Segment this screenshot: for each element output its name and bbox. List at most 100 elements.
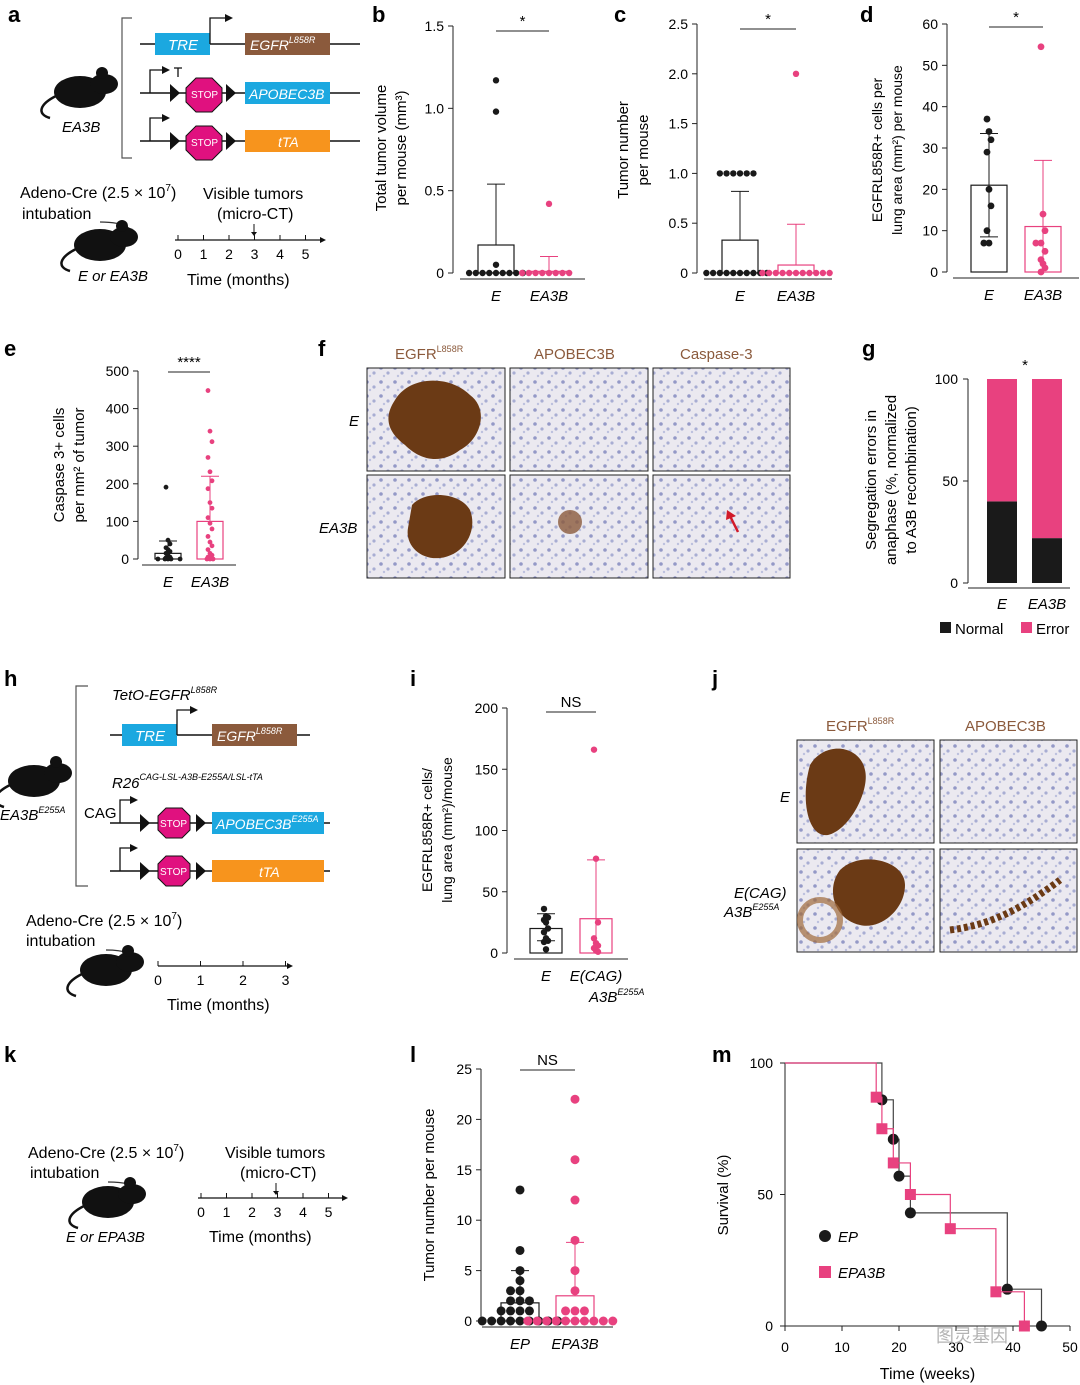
data-point xyxy=(492,108,500,115)
y-tick-label: 1.5 xyxy=(425,18,445,34)
y-tick-label: 2.5 xyxy=(669,16,689,32)
y-tick-label: 40 xyxy=(922,99,938,115)
survival-marker xyxy=(876,1123,888,1135)
mouse-groups: E or EA3B xyxy=(78,268,148,285)
data-point xyxy=(826,269,833,277)
data-point xyxy=(570,1306,580,1316)
legend-swatch-normal xyxy=(940,622,951,633)
data-point xyxy=(515,1296,525,1306)
y-tick-label: 20 xyxy=(456,1111,472,1127)
data-point xyxy=(512,269,520,277)
mouse-icon xyxy=(0,754,74,809)
y-tick-label: 50 xyxy=(757,1187,773,1203)
data-point xyxy=(594,919,602,926)
timeline-axis-label: Time (months) xyxy=(167,997,270,1014)
panel-label-e: e xyxy=(4,336,16,361)
x-tick-label: 40 xyxy=(1005,1339,1021,1355)
plot-e: 0 100 200 300 400 500 E EA3B **** xyxy=(106,354,236,591)
bar-error xyxy=(987,379,1017,502)
significance-label: **** xyxy=(177,354,201,371)
col-header-egfr: EGFRL858R xyxy=(395,344,464,363)
data-point xyxy=(570,1094,580,1104)
y-tick-label: 0.5 xyxy=(425,183,445,199)
y-tick-label: 0 xyxy=(436,265,444,281)
y-tick-label: 1.0 xyxy=(425,100,445,116)
data-point xyxy=(792,70,800,78)
panel-label-i: i xyxy=(410,666,416,691)
data-point xyxy=(985,185,993,193)
egfr-box xyxy=(245,33,330,55)
survival-curve xyxy=(785,1062,1025,1326)
watermark: 图灵基因 xyxy=(936,1326,1008,1346)
y-axis-label: per mouse xyxy=(635,115,652,186)
stop-label: STOP xyxy=(160,867,187,878)
apobec-box xyxy=(245,82,330,104)
timeline-tick-label: 4 xyxy=(299,1204,307,1220)
data-point xyxy=(806,269,813,277)
data-point xyxy=(205,486,211,492)
y-tick-label: 1.0 xyxy=(669,165,689,181)
legend-swatch-error xyxy=(1021,622,1032,633)
data-point xyxy=(589,1316,599,1326)
data-point xyxy=(542,946,550,953)
x-axis-label: Time (weeks) xyxy=(880,1366,975,1383)
promoter-arrow-icon xyxy=(176,709,190,735)
data-point xyxy=(736,269,744,277)
data-point xyxy=(524,1306,534,1316)
data-point xyxy=(570,1235,580,1245)
data-point xyxy=(207,539,213,545)
y-axis-label: Tumor number per mouse xyxy=(421,1109,438,1282)
group-label: E xyxy=(735,288,746,305)
survival-marker xyxy=(870,1091,882,1103)
data-point xyxy=(207,428,213,434)
timeline-tick-label: 4 xyxy=(276,246,284,262)
mouse-icon xyxy=(40,65,120,120)
stop-sign-icon xyxy=(185,77,223,113)
timeline-ticks: 0 1 2 3 xyxy=(154,961,290,988)
timeline-tick-label: 0 xyxy=(174,246,182,262)
data-point xyxy=(983,115,991,123)
panel-h: h EA3BE255A TetO-EGFRL858R TRE EGFRL858R… xyxy=(0,666,330,1014)
data-point xyxy=(515,1245,525,1255)
timeline-tick-label: 5 xyxy=(302,246,310,262)
data-point xyxy=(540,905,548,913)
ihc-image xyxy=(509,367,649,472)
data-point xyxy=(499,269,506,277)
legend-marker-ep xyxy=(819,1230,831,1242)
plot-i: 0 50 100 150 200 E E(CAG) NS xyxy=(475,694,628,985)
y-axis-label: Caspase 3+ cells xyxy=(51,408,68,523)
data-point xyxy=(559,269,566,277)
group-label: EPA3B xyxy=(551,1336,598,1353)
data-point xyxy=(799,269,806,277)
data-point xyxy=(477,1316,487,1326)
ihc-stain xyxy=(407,494,473,559)
data-point xyxy=(570,1316,580,1326)
data-point xyxy=(207,469,213,475)
data-point xyxy=(716,170,724,177)
panel-label-b: b xyxy=(372,2,385,27)
tta-label: tTA xyxy=(278,134,299,150)
apobec-label: APOBEC3B xyxy=(248,86,324,102)
data-point xyxy=(772,269,780,277)
mouse-icon xyxy=(68,1175,148,1230)
row-label-e: E xyxy=(349,413,360,430)
data-point xyxy=(765,269,773,277)
data-point xyxy=(209,439,215,445)
data-point xyxy=(592,855,600,862)
y-tick-label: 10 xyxy=(922,223,938,239)
timeline-tick-label: 1 xyxy=(200,246,208,262)
y-tick-label: 400 xyxy=(106,401,130,417)
x-tick-label: 20 xyxy=(891,1339,907,1355)
y-tick-label: 50 xyxy=(922,57,938,73)
teto-label: TetO-EGFRL858R xyxy=(112,685,218,704)
data-point xyxy=(515,1266,525,1276)
data-point xyxy=(506,1316,516,1326)
mouse-icon xyxy=(66,943,146,998)
row-label-ea3b: EA3B xyxy=(319,520,357,537)
stop-sign-icon xyxy=(157,855,191,887)
data-point xyxy=(205,388,211,393)
panel-g: g Segregation errors in anaphase (%, nor… xyxy=(862,336,1070,638)
data-point xyxy=(551,1316,561,1326)
data-point xyxy=(209,552,215,558)
